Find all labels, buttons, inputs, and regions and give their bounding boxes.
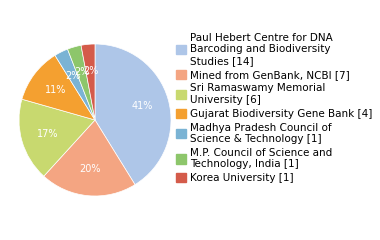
Text: 17%: 17% xyxy=(37,128,58,138)
Wedge shape xyxy=(44,120,135,196)
Text: 2%: 2% xyxy=(74,67,89,78)
Wedge shape xyxy=(95,44,171,185)
Wedge shape xyxy=(55,49,95,120)
Text: 11%: 11% xyxy=(45,85,66,95)
Legend: Paul Hebert Centre for DNA
Barcoding and Biodiversity
Studies [14], Mined from G: Paul Hebert Centre for DNA Barcoding and… xyxy=(174,31,375,185)
Text: 41%: 41% xyxy=(132,102,153,112)
Text: 20%: 20% xyxy=(80,164,101,174)
Wedge shape xyxy=(19,99,95,176)
Text: 2%: 2% xyxy=(83,66,98,76)
Text: 2%: 2% xyxy=(65,71,81,81)
Wedge shape xyxy=(22,55,95,120)
Wedge shape xyxy=(81,44,95,120)
Wedge shape xyxy=(68,45,95,120)
